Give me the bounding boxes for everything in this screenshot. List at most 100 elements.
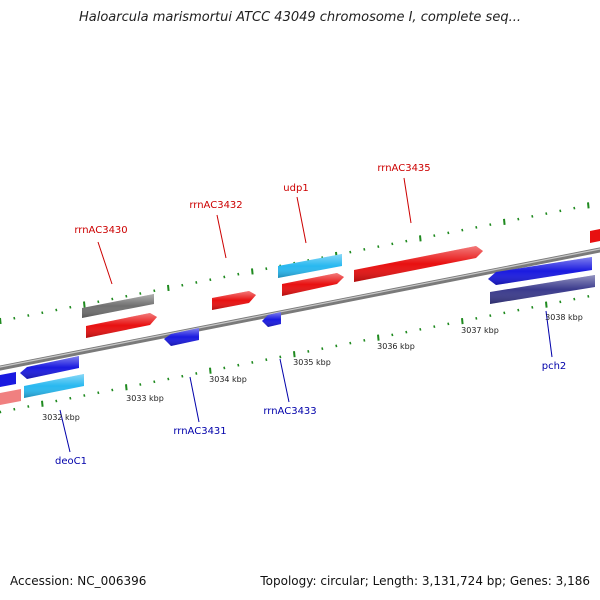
tick-minor: [517, 308, 520, 312]
tick-minor: [419, 328, 422, 331]
accession-label: Accession: NC_006396: [10, 574, 147, 588]
tick-major: [419, 235, 422, 242]
tick-minor: [391, 333, 394, 337]
bp-label-3034: 3034 kbp: [209, 375, 247, 384]
tick-major: [125, 384, 128, 391]
tick-minor: [475, 316, 478, 320]
tick-minor: [69, 396, 72, 400]
tick-minor: [391, 242, 394, 246]
tick-minor: [587, 294, 590, 298]
tick-minor: [321, 347, 324, 351]
tick-major: [167, 284, 170, 292]
tick-minor: [545, 212, 548, 216]
tick-minor: [363, 339, 366, 342]
tick-minor: [223, 275, 226, 279]
tick-minor: [349, 250, 352, 254]
gene-pch2-blue-bar: [488, 257, 592, 285]
gene-red-edge[interactable]: [590, 228, 600, 243]
gene-pch2-navy-bar: [490, 275, 595, 304]
bp-tick-labels: 3032 kbp 3033 kbp 3034 kbp 3035 kbp 3036…: [42, 313, 583, 422]
tick-minor: [237, 272, 240, 276]
tick-minor: [363, 248, 366, 251]
tick-major: [83, 301, 86, 308]
tick-minor: [181, 374, 184, 378]
tick-minor: [125, 294, 128, 298]
gene-labels: rrnAC3430 rrnAC3432 udp1 rrnAC3435 deoC1…: [55, 163, 566, 467]
tick-minor: [237, 363, 240, 367]
tick-major: [293, 351, 296, 358]
tick-dots-top: [0, 202, 590, 325]
tick-minor: [405, 239, 408, 243]
tick-minor: [83, 394, 86, 397]
tick-minor: [139, 292, 142, 295]
tick-minor: [111, 297, 114, 301]
tick-minor: [265, 267, 268, 271]
gene-rrnAC3433-bar: [262, 312, 281, 327]
tick-minor: [573, 297, 576, 301]
gene-rrnAC3430-bar: [82, 294, 154, 318]
tick-major: [587, 202, 590, 209]
bp-label-3035: 3035 kbp: [293, 358, 331, 367]
tick-minor: [433, 234, 436, 238]
tick-major: [209, 367, 212, 374]
tick-major: [0, 317, 2, 325]
tick-major: [545, 301, 548, 308]
tick-minor: [0, 410, 2, 414]
tick-minor: [209, 278, 212, 282]
tick-major: [461, 318, 464, 325]
gene-label-rrnAC3433[interactable]: rrnAC3433: [263, 406, 316, 417]
tick-minor: [447, 231, 450, 235]
gene-label-rrnAC3432[interactable]: rrnAC3432: [189, 200, 242, 211]
bp-label-3036: 3036 kbp: [377, 342, 415, 351]
tick-minor: [517, 217, 520, 221]
tick-minor: [153, 380, 156, 384]
tick-minor: [559, 209, 562, 213]
gene-udp1-bar: [278, 254, 342, 278]
tick-minor: [265, 358, 268, 362]
gene-label-rrnAC3431[interactable]: rrnAC3431: [173, 426, 226, 437]
gene-pink-edge[interactable]: [0, 389, 21, 406]
tick-minor: [307, 350, 310, 353]
gene-label-rrnAC3430[interactable]: rrnAC3430: [74, 225, 127, 236]
tick-minor: [573, 206, 576, 210]
tick-minor: [335, 344, 338, 348]
tick-minor: [377, 245, 380, 249]
tick-minor: [531, 305, 534, 309]
gene-rrnAC3435-bar: [354, 246, 483, 282]
tick-major: [251, 268, 254, 275]
gene-deoC1-bar: [24, 374, 84, 398]
tick-minor: [69, 305, 72, 309]
tick-minor: [139, 383, 142, 386]
tick-minor: [97, 300, 100, 304]
tick-minor: [251, 361, 254, 364]
tick-dots-bottom: [0, 294, 590, 414]
tick-minor: [559, 300, 562, 304]
map-title: Haloarcula marismortui ATCC 43049 chromo…: [79, 10, 521, 25]
bp-label-3038: 3038 kbp: [545, 313, 583, 322]
gene-label-udp1[interactable]: udp1: [283, 183, 308, 194]
genome-summary-label: Topology: circular; Length: 3,131,724 bp…: [260, 574, 590, 588]
tick-minor: [167, 377, 170, 381]
bp-label-3033: 3033 kbp: [126, 394, 164, 403]
bp-label-3032: 3032 kbp: [42, 413, 80, 422]
tick-minor: [111, 388, 114, 392]
gene-red-forward-2: [282, 273, 344, 296]
gene-blue-reverse-left: [20, 356, 79, 379]
tick-minor: [223, 366, 226, 370]
gene-label-rrnAC3435[interactable]: rrnAC3435: [377, 163, 430, 174]
tick-minor: [97, 391, 100, 395]
gene-label-deoC1[interactable]: deoC1: [55, 456, 87, 467]
gene-label-pch2[interactable]: pch2: [542, 361, 567, 372]
tick-minor: [195, 281, 198, 284]
tick-minor: [13, 316, 16, 320]
tick-minor: [27, 405, 30, 408]
gene-rrnAC3432-bar: [212, 291, 256, 310]
tick-minor: [13, 407, 16, 411]
tick-major: [41, 400, 44, 407]
gene-leader-lines: [59, 177, 553, 453]
gene-blue-edge[interactable]: [0, 372, 16, 388]
chromosome-backbone: [0, 247, 600, 371]
tick-minor: [55, 308, 58, 312]
bp-label-3037: 3037 kbp: [461, 326, 499, 335]
